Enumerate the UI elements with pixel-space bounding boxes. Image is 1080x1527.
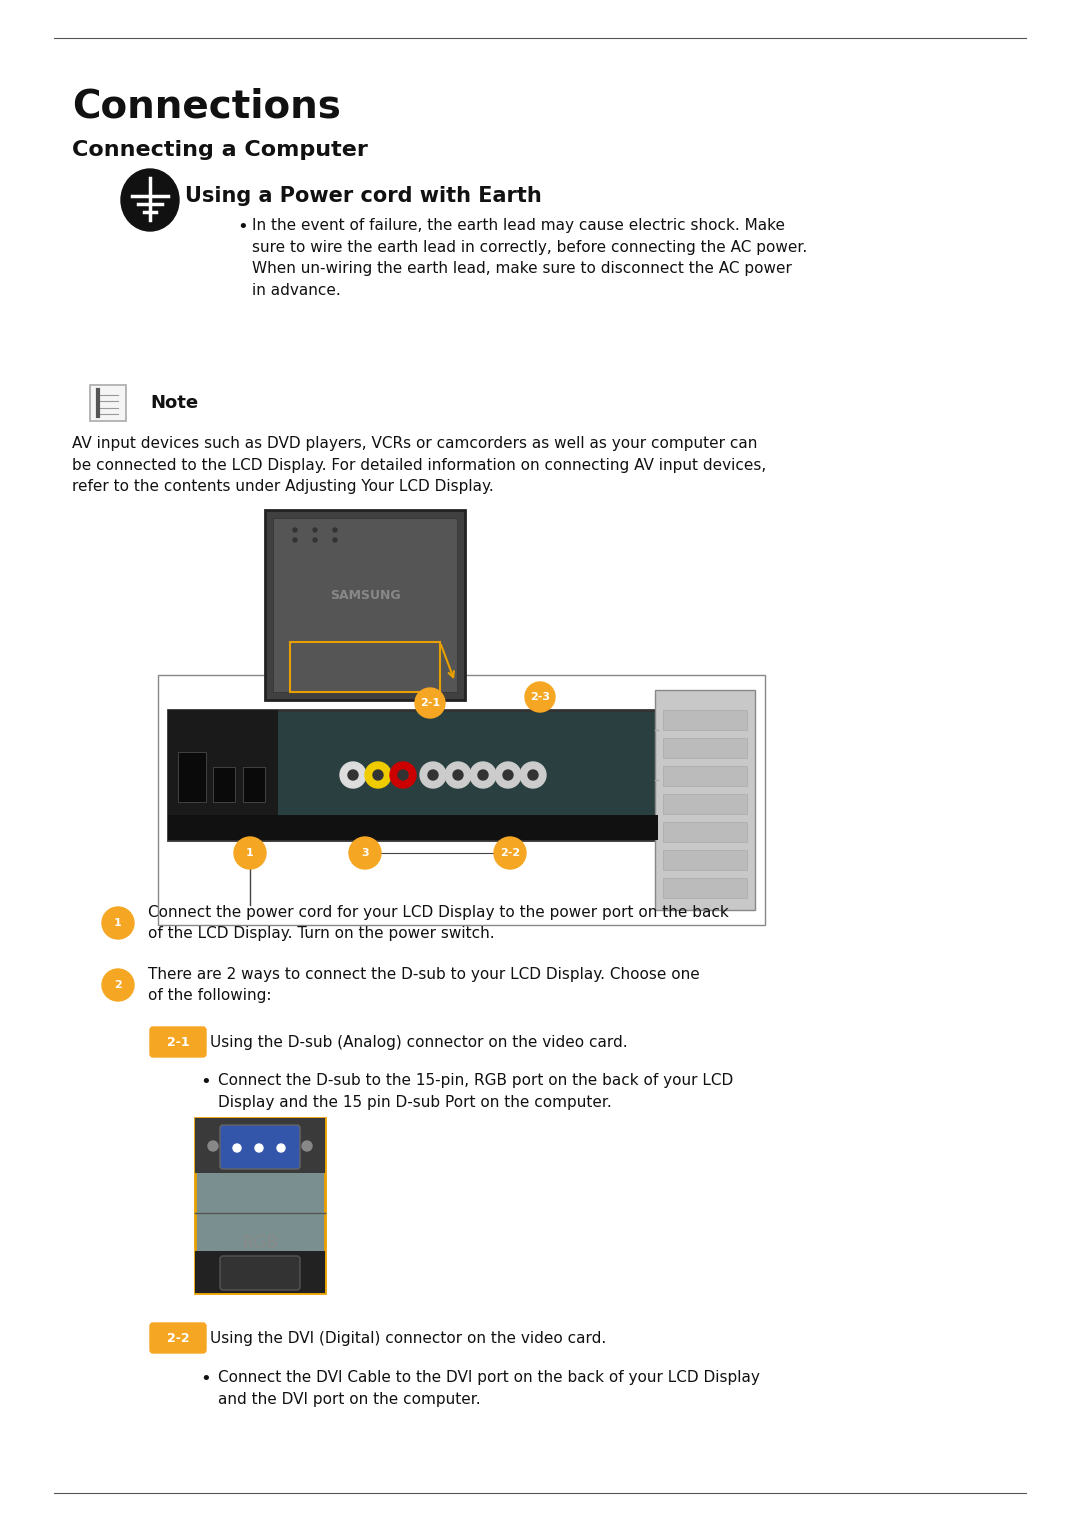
Circle shape bbox=[399, 770, 408, 780]
FancyBboxPatch shape bbox=[663, 767, 747, 786]
Ellipse shape bbox=[293, 528, 297, 531]
FancyBboxPatch shape bbox=[195, 1118, 325, 1293]
FancyBboxPatch shape bbox=[150, 1028, 206, 1057]
Circle shape bbox=[494, 837, 526, 869]
Ellipse shape bbox=[313, 538, 318, 542]
Text: Connect the D-sub to the 15-pin, RGB port on the back of your LCD
Display and th: Connect the D-sub to the 15-pin, RGB por… bbox=[218, 1073, 733, 1110]
Circle shape bbox=[349, 837, 381, 869]
Text: Connect the DVI Cable to the DVI port on the back of your LCD Display
and the DV: Connect the DVI Cable to the DVI port on… bbox=[218, 1370, 760, 1406]
Ellipse shape bbox=[333, 528, 337, 531]
FancyBboxPatch shape bbox=[291, 641, 440, 692]
FancyBboxPatch shape bbox=[178, 751, 206, 802]
FancyBboxPatch shape bbox=[663, 878, 747, 898]
Circle shape bbox=[453, 770, 463, 780]
Circle shape bbox=[102, 970, 134, 1002]
Text: Note: Note bbox=[150, 394, 198, 412]
FancyBboxPatch shape bbox=[168, 815, 658, 840]
Text: In the event of failure, the earth lead may cause electric shock. Make
sure to w: In the event of failure, the earth lead … bbox=[252, 218, 807, 298]
Text: 2: 2 bbox=[114, 980, 122, 989]
Text: 2-2: 2-2 bbox=[500, 847, 521, 858]
Circle shape bbox=[528, 770, 538, 780]
Circle shape bbox=[519, 762, 546, 788]
Text: 2-3: 2-3 bbox=[530, 692, 550, 702]
FancyBboxPatch shape bbox=[654, 690, 755, 910]
Text: •: • bbox=[200, 1370, 211, 1388]
Text: There are 2 ways to connect the D-sub to your LCD Display. Choose one
of the fol: There are 2 ways to connect the D-sub to… bbox=[148, 967, 700, 1003]
Circle shape bbox=[348, 770, 357, 780]
FancyBboxPatch shape bbox=[220, 1257, 300, 1290]
Circle shape bbox=[428, 770, 438, 780]
Text: Connect the power cord for your LCD Display to the power port on the back
of the: Connect the power cord for your LCD Disp… bbox=[148, 904, 729, 941]
Circle shape bbox=[415, 689, 445, 718]
FancyBboxPatch shape bbox=[150, 1322, 206, 1353]
Circle shape bbox=[302, 1141, 312, 1151]
Circle shape bbox=[365, 762, 391, 788]
Text: Connecting a Computer: Connecting a Computer bbox=[72, 140, 368, 160]
Circle shape bbox=[340, 762, 366, 788]
FancyBboxPatch shape bbox=[243, 767, 265, 802]
Circle shape bbox=[445, 762, 471, 788]
FancyBboxPatch shape bbox=[195, 1118, 325, 1173]
Text: •: • bbox=[200, 1073, 211, 1090]
FancyBboxPatch shape bbox=[168, 710, 278, 840]
Circle shape bbox=[102, 907, 134, 939]
Text: •: • bbox=[237, 218, 247, 237]
Circle shape bbox=[255, 1144, 264, 1151]
Text: Using a Power cord with Earth: Using a Power cord with Earth bbox=[185, 186, 542, 206]
Text: 2-2: 2-2 bbox=[166, 1332, 189, 1344]
Ellipse shape bbox=[333, 538, 337, 542]
FancyBboxPatch shape bbox=[663, 794, 747, 814]
Circle shape bbox=[525, 683, 555, 712]
Text: SAMSUNG: SAMSUNG bbox=[329, 589, 401, 602]
Circle shape bbox=[208, 1141, 218, 1151]
FancyBboxPatch shape bbox=[663, 851, 747, 870]
FancyBboxPatch shape bbox=[663, 822, 747, 841]
Text: 2-1: 2-1 bbox=[166, 1035, 189, 1049]
Ellipse shape bbox=[293, 538, 297, 542]
Text: Using the DVI (Digital) connector on the video card.: Using the DVI (Digital) connector on the… bbox=[210, 1330, 606, 1345]
Circle shape bbox=[495, 762, 521, 788]
Circle shape bbox=[503, 770, 513, 780]
Text: 2-1: 2-1 bbox=[420, 698, 440, 709]
Text: RGB: RGB bbox=[242, 1234, 278, 1252]
Ellipse shape bbox=[121, 169, 179, 231]
FancyBboxPatch shape bbox=[213, 767, 235, 802]
Circle shape bbox=[373, 770, 383, 780]
Ellipse shape bbox=[313, 528, 318, 531]
Text: 1: 1 bbox=[114, 918, 122, 928]
FancyBboxPatch shape bbox=[90, 385, 126, 421]
Circle shape bbox=[234, 837, 266, 869]
Text: AV input devices such as DVD players, VCRs or camcorders as well as your compute: AV input devices such as DVD players, VC… bbox=[72, 437, 766, 495]
Circle shape bbox=[478, 770, 488, 780]
FancyBboxPatch shape bbox=[195, 1251, 325, 1293]
FancyBboxPatch shape bbox=[273, 518, 457, 692]
Text: 3: 3 bbox=[361, 847, 368, 858]
Circle shape bbox=[390, 762, 416, 788]
Circle shape bbox=[470, 762, 496, 788]
Text: Connections: Connections bbox=[72, 89, 341, 127]
Text: Using the D-sub (Analog) connector on the video card.: Using the D-sub (Analog) connector on th… bbox=[210, 1034, 627, 1049]
Circle shape bbox=[233, 1144, 241, 1151]
FancyBboxPatch shape bbox=[168, 710, 658, 840]
FancyBboxPatch shape bbox=[220, 1125, 300, 1170]
Text: 1: 1 bbox=[246, 847, 254, 858]
Circle shape bbox=[276, 1144, 285, 1151]
FancyBboxPatch shape bbox=[663, 710, 747, 730]
FancyBboxPatch shape bbox=[663, 738, 747, 757]
Circle shape bbox=[420, 762, 446, 788]
FancyBboxPatch shape bbox=[265, 510, 465, 699]
